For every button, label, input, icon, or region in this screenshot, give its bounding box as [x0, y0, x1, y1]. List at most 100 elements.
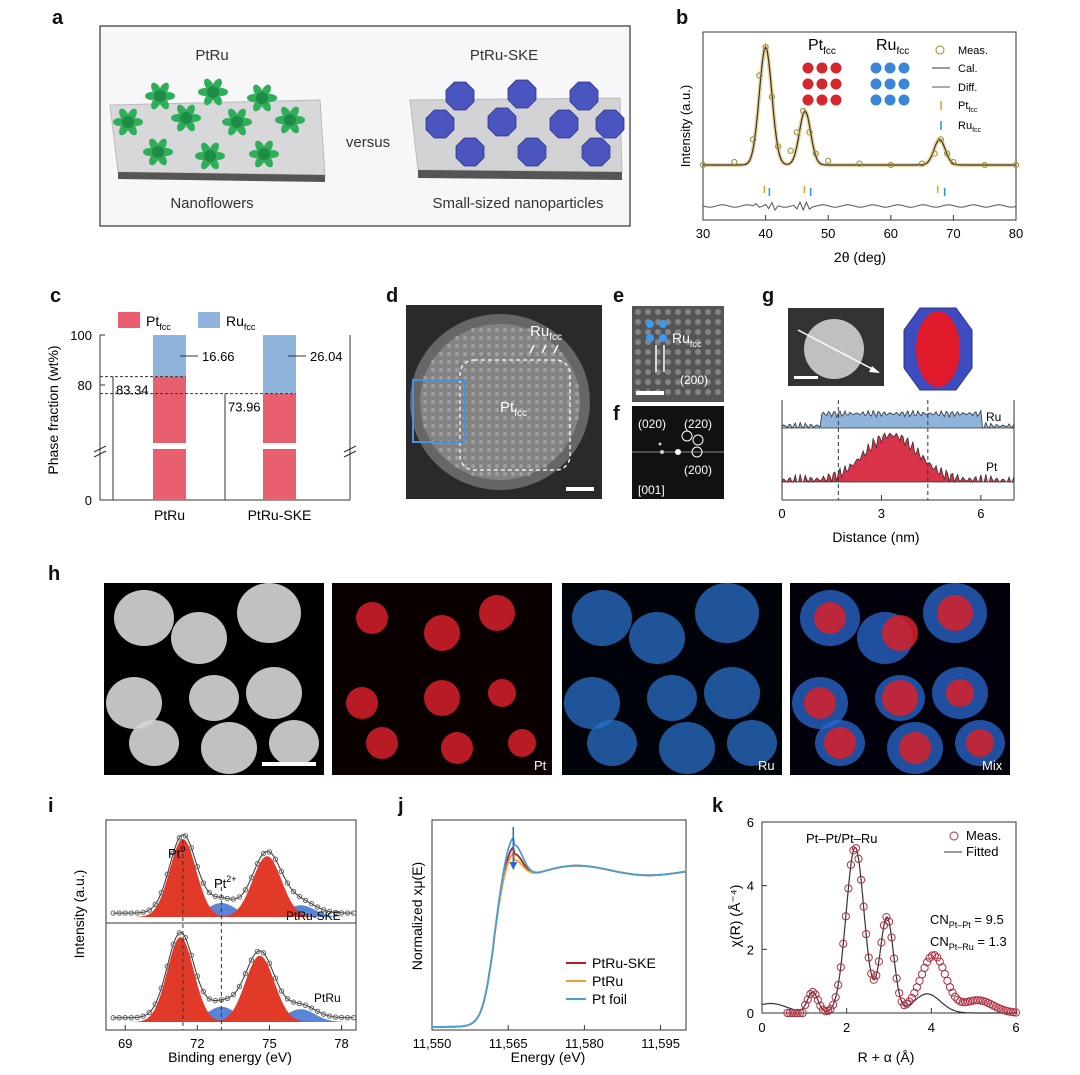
- k-meas-point: [882, 913, 891, 922]
- i-xtick-label: 72: [190, 1036, 204, 1051]
- lattice-dot: [665, 309, 671, 315]
- lattice-dot: [543, 376, 547, 380]
- lattice-dot: [495, 344, 499, 348]
- lattice-dot: [495, 424, 499, 428]
- legend-pt-swatch: [118, 312, 140, 328]
- lattice-dot: [559, 448, 563, 452]
- lattice-dot: [535, 432, 539, 436]
- lattice-dot: [471, 384, 475, 388]
- k-meas-point: [856, 875, 866, 884]
- i-ptru-ske-data-point: [326, 908, 333, 915]
- k-meas-point: [854, 854, 863, 863]
- i-ptru-data-point: [332, 1014, 339, 1020]
- lattice-dot: [575, 416, 579, 420]
- nanoparticle: [581, 137, 611, 167]
- nanoparticles: [425, 79, 625, 167]
- lattice-dot: [535, 376, 539, 380]
- lattice-dot: [495, 368, 499, 372]
- crystal-pt-label: Ptfcc: [808, 37, 836, 57]
- lattice-dot: [527, 400, 531, 404]
- c-annot-74: 73.96: [228, 400, 261, 415]
- lattice-dot: [635, 319, 641, 325]
- lattice-dot: [635, 369, 641, 375]
- lattice-dot: [527, 448, 531, 452]
- exafs-plot: 0 2 4 6 0 2 4 6: [747, 815, 1021, 1035]
- i-ptru-ske-data-point: [290, 888, 297, 895]
- haadf-particle: [106, 677, 162, 729]
- k-meas-point: [933, 953, 942, 962]
- c-bar-break: [262, 443, 297, 449]
- lattice-dot: [479, 432, 483, 436]
- lattice-dot: [543, 424, 547, 428]
- lattice-dot: [495, 416, 499, 420]
- lattice-dot: [535, 456, 539, 460]
- hrtem-image-e: [632, 306, 724, 402]
- lattice-dot: [665, 339, 671, 345]
- lattice-dot: [543, 336, 547, 340]
- lattice-dot: [423, 384, 427, 388]
- pt-particle: [356, 602, 388, 634]
- i-ptru-data-point: [188, 952, 195, 958]
- b-meas-point: [756, 72, 763, 79]
- i-ptru-data-point: [140, 1013, 146, 1019]
- i-ptru-ske-data-point: [350, 910, 357, 916]
- model-particle-g: [903, 307, 973, 391]
- lattice-dot: [511, 328, 515, 332]
- ru-particle: [572, 590, 632, 646]
- c-bar-break: [152, 443, 187, 449]
- lattice-dot: [575, 392, 579, 396]
- flower-core: [284, 114, 296, 126]
- i-ptru-data-point: [170, 941, 177, 948]
- ru-lattice: [870, 62, 910, 106]
- j-legend: PtRu-SKE PtRu Pt foil: [566, 955, 656, 1007]
- lattice-dot: [543, 440, 547, 444]
- lattice-dot: [695, 309, 701, 315]
- k-meas-point: [923, 958, 932, 967]
- lattice-dot: [695, 339, 701, 345]
- k-meas-point: [1009, 1008, 1018, 1017]
- i-ptru-data-point: [266, 960, 273, 967]
- lattice-dot: [439, 360, 443, 364]
- k-meas-point: [928, 951, 937, 960]
- lattice-dot: [455, 448, 459, 452]
- lattice-dot: [511, 440, 515, 444]
- lattice-dot: [431, 360, 435, 364]
- lattice-dot: [655, 339, 661, 345]
- lattice-dot: [487, 440, 491, 444]
- nanoflower: [275, 106, 305, 134]
- lattice-dot: [439, 384, 443, 388]
- lattice-dot: [503, 448, 507, 452]
- g-pt-profile: [781, 432, 1015, 484]
- lattice-dot: [551, 432, 555, 436]
- flower-core: [180, 112, 192, 124]
- pt-particle: [899, 732, 931, 764]
- legend-ru-main: Ru: [958, 120, 972, 132]
- lattice-dot: [559, 400, 563, 404]
- nanoflower: [113, 108, 143, 136]
- ru-particle: [629, 612, 685, 664]
- lattice-dot: [635, 339, 641, 345]
- f-label-200: (200): [684, 463, 712, 477]
- pt-particle: [937, 595, 973, 631]
- lattice-dot: [511, 392, 515, 396]
- panel-label-d: d: [386, 285, 398, 307]
- lattice-dot: [447, 368, 451, 372]
- atom: [802, 62, 814, 74]
- lattice-dot: [511, 400, 515, 404]
- c-ytick-label: 0: [85, 493, 92, 508]
- lattice-dot: [655, 329, 661, 335]
- lattice-dot: [567, 400, 571, 404]
- j-xtick-label: 11,595: [641, 1036, 680, 1051]
- lattice-dot: [715, 319, 721, 325]
- k-meas-point: [877, 938, 886, 947]
- k-xtick-label: 4: [928, 1020, 935, 1035]
- lattice-dot: [645, 359, 651, 365]
- haadf-particle: [237, 583, 301, 643]
- nanoparticle: [425, 109, 455, 139]
- g-label-ru: Ru: [986, 410, 1001, 424]
- k-meas-point: [841, 912, 850, 921]
- legend-meas: Meas.: [958, 45, 988, 57]
- i-ptru-data-point: [248, 957, 255, 963]
- k-xlabel: R + α (Å): [858, 1049, 915, 1065]
- lattice-dot: [487, 448, 491, 452]
